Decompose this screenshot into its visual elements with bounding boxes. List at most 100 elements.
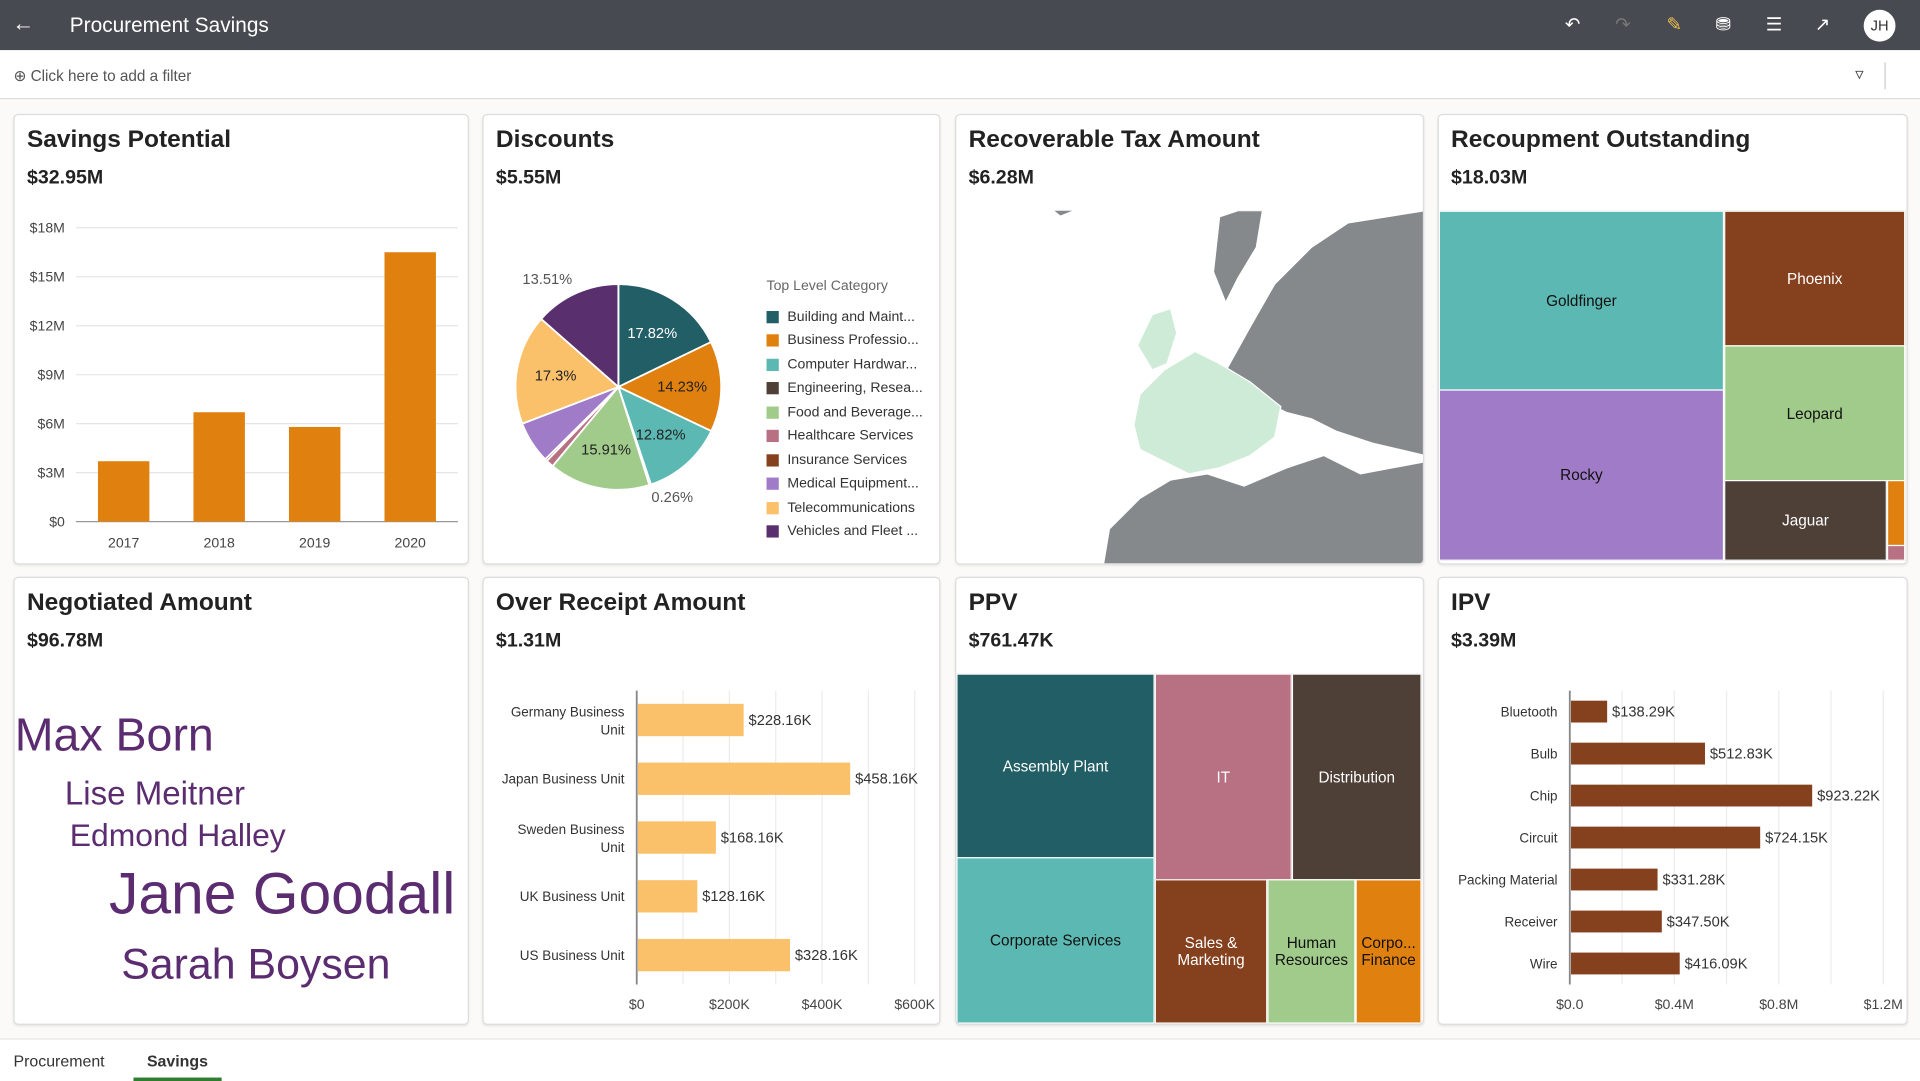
legend-title: Top Level Category (766, 279, 888, 294)
treemap-cell-corporate-finance[interactable]: Corpo... Finance (1355, 879, 1422, 1024)
legend-item[interactable]: Engineering, Resea... (766, 377, 923, 401)
legend-swatch (766, 430, 779, 443)
comment-icon[interactable]: ☰ (1765, 14, 1783, 36)
card-discounts[interactable]: Discounts $5.55M 17.82% 14.23% 12.82% 0.26%… (482, 113, 941, 565)
treemap-cell-human-resources[interactable]: Human Resources (1267, 879, 1356, 1024)
bar (1571, 952, 1680, 975)
legend-swatch (766, 501, 779, 514)
add-filter-button[interactable]: ⊕ Click here to add a filter (13, 66, 191, 84)
redo-icon[interactable]: ↷ (1615, 14, 1631, 36)
legend-label: Building and Maint... (787, 309, 915, 325)
card-ipv[interactable]: IPV $3.39M $0.0 $0.4M $0.8M $1.2M $138.29K Bl… (1437, 576, 1908, 1025)
word-cloud-item[interactable]: Lise Meitner (64, 775, 245, 812)
legend-item[interactable]: Telecommunications (766, 496, 923, 520)
bar-value-label: $128.16K (702, 889, 765, 905)
over-receipt-bar-chart: $0 $200K $400K $600K $228.16K Germany Busines… (502, 690, 936, 1012)
bar (193, 412, 245, 522)
pie-legend: Top Level Category Building and Maint...… (766, 279, 923, 544)
bar (1571, 910, 1662, 933)
treemap-cell-leopard[interactable]: Leopard (1724, 345, 1906, 482)
x-tick-label: $0 (629, 996, 645, 1012)
treemap-cell-sales-marketing[interactable]: Sales & Marketing (1154, 879, 1268, 1024)
data-refresh-icon[interactable]: ⛃ (1715, 14, 1731, 36)
y-tick-label: Wire (1530, 956, 1558, 971)
bar-value-label: $416.09K (1685, 956, 1748, 972)
filter-bar: ⊕ Click here to add a filter ▿ (0, 50, 1920, 100)
treemap-cell-it[interactable]: IT (1154, 673, 1292, 881)
treemap-cell-phoenix[interactable]: Phoenix (1724, 210, 1906, 347)
legend-label: Medical Equipment... (787, 476, 919, 492)
legend-label: Food and Beverage... (787, 405, 923, 420)
card-ppv[interactable]: PPV $761.47K Assembly Plant Corporate Se… (955, 576, 1425, 1025)
legend-label: Healthcare Services (787, 428, 914, 444)
x-tick-label: 2017 (108, 534, 139, 550)
bar-value-label: $168.16K (721, 830, 784, 846)
legend-item[interactable]: Food and Beverage... (766, 400, 923, 424)
legend-swatch (766, 310, 779, 323)
card-title: Recoverable Tax Amount (968, 126, 1260, 154)
card-negotiated-amount[interactable]: Negotiated Amount $96.78M Max Born Lise … (13, 576, 469, 1025)
treemap-cell-small[interactable] (1886, 544, 1906, 561)
undo-icon[interactable]: ↶ (1564, 14, 1581, 36)
bar (1571, 700, 1608, 723)
header: ← Procurement Savings ↶ ↷ ✎ ⛃ ☰ ↗ JH (0, 0, 1920, 51)
bar (97, 461, 150, 522)
treemap-cell-jaguar[interactable]: Jaguar (1724, 480, 1887, 561)
pie-data-label: 15.91% (581, 442, 631, 458)
treemap-cell-goldfinger[interactable]: Goldfinger (1438, 210, 1725, 391)
treemap-cell-small[interactable] (1886, 480, 1906, 547)
legend-item[interactable]: Business Professio... (766, 329, 923, 353)
y-tick-label: UK Business Unit (520, 889, 625, 904)
y-tick-label: $3M (38, 465, 65, 481)
y-tick-label: Germany Business Unit (511, 704, 625, 737)
word-cloud-item[interactable]: Max Born (14, 710, 214, 762)
legend-item[interactable]: Building and Maint... (766, 305, 923, 329)
y-tick-label: $6M (38, 416, 65, 432)
treemap-cell-assembly-plant[interactable]: Assembly Plant (956, 673, 1155, 859)
pie-data-label: 12.82% (636, 428, 686, 444)
legend-item[interactable]: Vehicles and Fleet ... (766, 520, 923, 544)
word-cloud-item[interactable]: Jane Goodall (108, 862, 456, 927)
word-cloud-item[interactable]: Sarah Boysen (121, 940, 391, 989)
bar (637, 938, 790, 972)
legend-item[interactable]: Medical Equipment... (766, 472, 923, 496)
bar-value-label: $328.16K (795, 948, 858, 964)
card-savings-potential[interactable]: Savings Potential $32.95M $0 $3M $6M $9M $12… (13, 113, 469, 565)
legend-swatch (766, 525, 779, 538)
treemap-cell-distribution[interactable]: Distribution (1291, 673, 1422, 881)
legend-item[interactable]: Computer Hardwar... (766, 353, 923, 377)
treemap-cell-rocky[interactable]: Rocky (1438, 389, 1725, 561)
bar-value-label: $512.83K (1710, 746, 1773, 762)
avatar[interactable]: JH (1863, 9, 1896, 42)
bar-value-label: $923.22K (1817, 788, 1880, 804)
y-tick-label: Packing Material (1458, 872, 1557, 887)
europe-map[interactable] (956, 210, 1424, 565)
legend-item[interactable]: Healthcare Services (766, 424, 923, 448)
card-title: Discounts (495, 126, 615, 154)
page-title: Procurement Savings (69, 13, 269, 37)
card-value: $32.95M (26, 167, 104, 189)
pie-slice (616, 340, 723, 433)
tab-procurement[interactable]: Procurement (13, 1051, 105, 1071)
x-tick-label: $600K (894, 996, 935, 1012)
card-recoverable-tax[interactable]: Recoverable Tax Amount $6.28M (955, 113, 1425, 565)
arrow-left-icon[interactable]: ← (12, 11, 35, 36)
edit-icon[interactable]: ✎ (1666, 14, 1682, 36)
add-filter-label: Click here to add a filter (30, 67, 192, 85)
bar (637, 762, 851, 795)
tab-savings[interactable]: Savings (133, 1052, 222, 1081)
pie-slice (616, 385, 713, 486)
pie-data-label: 14.23% (657, 380, 707, 396)
legend-item[interactable]: Insurance Services (766, 448, 923, 472)
word-cloud-item[interactable]: Edmond Halley (69, 816, 286, 854)
card-value: $5.55M (495, 167, 562, 189)
card-recoupment-outstanding[interactable]: Recoupment Outstanding $18.03M Goldfinge… (1437, 113, 1908, 565)
card-value: $6.28M (968, 167, 1034, 189)
legend-swatch (766, 406, 779, 419)
card-over-receipt[interactable]: Over Receipt Amount $1.31M $0 $200K $400K $… (482, 576, 941, 1025)
export-icon[interactable]: ↗ (1814, 14, 1831, 36)
bar (288, 426, 341, 522)
pie-slice (617, 283, 713, 389)
treemap-cell-corporate-services[interactable]: Corporate Services (956, 857, 1155, 1024)
filter-settings-icon[interactable]: ▿ (1855, 63, 1864, 84)
